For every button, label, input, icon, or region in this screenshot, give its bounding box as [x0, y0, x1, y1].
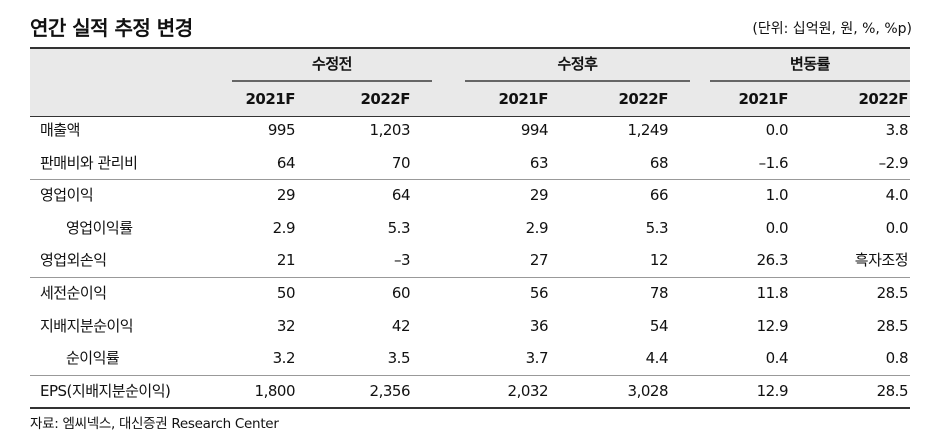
group-underline: [232, 80, 432, 82]
cell-value: 0.8: [885, 349, 909, 368]
cell-value: 흑자조정: [854, 251, 909, 270]
cell-value: 64: [391, 186, 411, 205]
column-header: 2022F: [360, 90, 411, 108]
cell-value: 1,800: [254, 381, 296, 400]
cell-value: 42: [391, 316, 411, 335]
row-separator: [30, 277, 910, 278]
unit-note: (단위: 십억원, 원, %, %p): [752, 21, 912, 37]
cell-value: 2,032: [507, 381, 549, 400]
cell-value: 12: [649, 251, 669, 270]
cell-value: 0.0: [885, 218, 909, 237]
cell-value: 995: [267, 121, 296, 139]
row-label: 순이익률: [66, 349, 120, 368]
cell-value: 66: [649, 186, 669, 205]
cell-value: –1.6: [758, 153, 789, 172]
cell-value: 4.4: [645, 349, 669, 368]
title: 연간 실적 추정 변경: [30, 16, 193, 40]
row-label: 판매비와 관리비: [40, 153, 138, 172]
cell-value: 1.0: [765, 186, 789, 205]
column-header: 2021F: [245, 90, 296, 108]
cell-value: –3: [393, 251, 411, 270]
cell-value: 29: [529, 186, 549, 205]
table-bottom: [30, 407, 910, 410]
cell-value: 27: [529, 251, 549, 270]
cell-value: 0.0: [765, 121, 789, 139]
row-separator: [30, 179, 910, 181]
cell-value: 26.3: [756, 251, 789, 270]
cell-value: 0.0: [765, 218, 789, 237]
cell-value: 21: [276, 251, 296, 270]
cell-value: 2.9: [525, 218, 549, 237]
source-note: 자료: 엠씨넥스, 대신증권 Research Center: [30, 416, 279, 432]
cell-value: 60: [391, 284, 411, 302]
group-header: 수정후: [557, 55, 598, 73]
cell-value: 56: [529, 284, 549, 302]
cell-value: 0.4: [765, 349, 789, 368]
row-label: 매출액: [40, 121, 80, 139]
cell-value: 3.5: [387, 349, 411, 368]
cell-value: 28.5: [876, 381, 909, 400]
cell-value: 32: [276, 316, 296, 335]
cell-value: 64: [276, 153, 296, 172]
cell-value: 3.8: [885, 121, 909, 139]
cell-value: 70: [391, 153, 411, 172]
cell-value: 2.9: [272, 218, 296, 237]
cell-value: 994: [520, 121, 549, 139]
column-header: 2021F: [738, 90, 789, 108]
cell-value: 78: [649, 284, 669, 302]
cell-value: 28.5: [876, 316, 909, 335]
cell-value: 5.3: [387, 218, 411, 237]
row-label: 세전순이익: [40, 284, 107, 302]
cell-value: 3.2: [272, 349, 296, 368]
cell-value: 68: [649, 153, 669, 172]
group-header: 변동률: [790, 55, 830, 73]
row-label: 영업이익률: [66, 218, 133, 237]
cell-value: 12.9: [756, 316, 789, 335]
column-header: 2022F: [618, 90, 669, 108]
column-header: 2021F: [498, 90, 549, 108]
cell-value: 1,249: [627, 121, 669, 139]
row-separator: [30, 374, 910, 376]
cell-value: 29: [276, 186, 296, 205]
cell-value: 3,028: [627, 381, 669, 400]
column-header: 2022F: [858, 90, 909, 108]
cell-value: 12.9: [756, 381, 789, 400]
cell-value: 1,203: [369, 121, 411, 139]
group-underline: [710, 80, 910, 82]
row-label: EPS(지배지분순이익): [40, 381, 171, 400]
header-band: [30, 47, 910, 117]
cell-value: 4.0: [885, 186, 909, 205]
cell-value: 11.8: [756, 284, 789, 302]
row-label: 영업외손익: [40, 251, 107, 270]
cell-value: 50: [276, 284, 296, 302]
cell-value: 5.3: [645, 218, 669, 237]
row-label: 영업이익: [40, 186, 94, 205]
group-header: 수정전: [312, 55, 352, 73]
cell-value: 36: [529, 316, 549, 335]
cell-value: –2.9: [878, 153, 909, 172]
cell-value: 54: [649, 316, 669, 335]
row-label: 지배지분순이익: [40, 316, 134, 335]
cell-value: 63: [529, 153, 549, 172]
group-underline: [465, 80, 690, 82]
cell-value: 28.5: [876, 284, 909, 302]
cell-value: 3.7: [525, 349, 549, 368]
cell-value: 2,356: [369, 381, 411, 400]
